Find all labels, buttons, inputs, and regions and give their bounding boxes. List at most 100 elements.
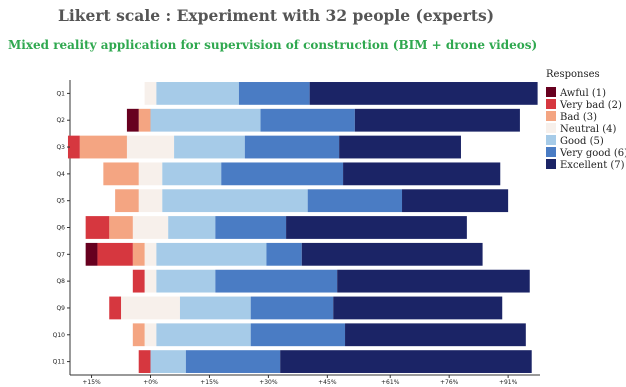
bar-q8-very-bad-2 [132, 269, 145, 293]
bar-q1-good-5 [156, 82, 239, 105]
bar-q4-neutral-4 [138, 162, 151, 186]
legend-label: Awful (1) [559, 88, 606, 99]
legend-title: Responses [546, 69, 600, 80]
bar-q1-excellent-7 [309, 82, 538, 105]
bar-q2-excellent-7 [354, 108, 520, 132]
y-tick-label: Q5 [56, 198, 65, 205]
legend-label: Very good (6) [559, 148, 626, 159]
bar-q10-neutral-4 [144, 323, 151, 347]
bar-q6-good-5 [168, 216, 216, 239]
bar-q3-very-bad-2 [67, 135, 80, 159]
legend-swatch [546, 159, 556, 169]
bar-q9-neutral-4 [121, 296, 151, 320]
y-tick-label: Q2 [56, 117, 65, 124]
bar-q2-good-5 [150, 108, 261, 132]
legend-swatch [546, 99, 556, 109]
bar-q11-excellent-7 [280, 350, 532, 373]
bar-q7-very-bad-2 [97, 242, 133, 266]
bar-q3-excellent-7 [339, 135, 461, 159]
bar-q4-neutral-4-right [150, 162, 163, 186]
bar-q7-neutral-4-right [150, 242, 157, 266]
y-tick-label: Q4 [56, 171, 65, 178]
bar-q7-neutral-4 [144, 242, 151, 266]
y-tick-label: Q1 [56, 90, 65, 97]
bar-q6-very-bad-2 [85, 216, 110, 239]
legend-swatch [546, 87, 556, 97]
bar-q9-very-bad-2 [109, 296, 122, 320]
bar-q6-neutral-4 [132, 216, 151, 239]
x-tick-label: +0% [143, 379, 158, 386]
x-tick-label: +15% [200, 379, 219, 386]
y-tick-label: Q3 [56, 144, 65, 151]
bar-q3-neutral-4-right [150, 135, 175, 159]
legend-swatch [546, 123, 556, 133]
x-tick-label: +45% [318, 379, 337, 386]
chart-title: Likert scale : Experiment with 32 people… [58, 6, 495, 25]
bar-q1-neutral-4 [144, 82, 151, 105]
bar-q5-neutral-4 [138, 189, 151, 213]
bar-q8-excellent-7 [337, 269, 530, 293]
bar-q8-very-good-6 [215, 269, 338, 293]
legend-label: Bad (3) [560, 112, 597, 123]
y-tick-label: Q9 [56, 305, 65, 312]
x-tick-label: +91% [499, 379, 518, 386]
x-tick-label: +30% [259, 379, 278, 386]
bar-q7-good-5 [156, 242, 267, 266]
bar-q5-neutral-4-right [150, 189, 163, 213]
bar-q8-neutral-4-right [150, 269, 157, 293]
bar-q10-good-5 [156, 323, 251, 347]
y-tick-label: Q11 [53, 359, 66, 366]
bar-q3-very-good-6 [244, 135, 340, 159]
y-tick-label: Q10 [53, 332, 66, 339]
y-tick-label: Q7 [56, 251, 65, 258]
bar-q10-excellent-7 [345, 323, 526, 347]
legend-label: Good (5) [560, 136, 604, 147]
bar-q2-bad-3 [138, 108, 151, 132]
bar-q10-very-good-6 [250, 323, 346, 347]
y-tick-label: Q6 [56, 225, 65, 232]
bar-q11-good-5 [150, 350, 186, 373]
bar-q7-very-good-6 [266, 242, 302, 266]
bar-q7-awful-1 [85, 242, 98, 266]
bar-q3-good-5 [174, 135, 245, 159]
bar-q9-good-5 [179, 296, 251, 320]
bar-q9-excellent-7 [333, 296, 503, 320]
bar-q5-very-good-6 [307, 189, 403, 213]
bar-q5-bad-3 [115, 189, 139, 213]
bar-q6-neutral-4-right [150, 216, 169, 239]
legend-label: Very bad (2) [559, 100, 622, 111]
bar-q10-neutral-4-right [150, 323, 157, 347]
bar-q8-good-5 [156, 269, 216, 293]
bar-q9-neutral-4-right [150, 296, 180, 320]
bar-q6-very-good-6 [215, 216, 287, 239]
bar-q5-good-5 [162, 189, 308, 213]
y-tick-label: Q8 [56, 278, 65, 285]
legend-label: Excellent (7) [560, 160, 625, 171]
bar-q3-bad-3 [79, 135, 127, 159]
legend-label: Neutral (4) [560, 124, 617, 135]
legend-swatch [546, 111, 556, 121]
legend-swatch [546, 147, 556, 157]
bar-q4-bad-3 [103, 162, 139, 186]
bar-q4-very-good-6 [221, 162, 344, 186]
x-tick-label: +76% [440, 379, 459, 386]
x-tick-label: +15% [82, 379, 101, 386]
bar-q10-bad-3 [132, 323, 145, 347]
bar-q8-neutral-4 [144, 269, 151, 293]
bar-q6-excellent-7 [286, 216, 467, 239]
bar-q11-very-good-6 [185, 350, 281, 373]
bar-q11-very-bad-2 [138, 350, 151, 373]
bar-q6-bad-3 [109, 216, 133, 239]
bar-q7-excellent-7 [301, 242, 483, 266]
bar-q4-excellent-7 [343, 162, 501, 186]
bar-q1-very-good-6 [238, 82, 310, 105]
bar-q1-neutral-4-right [150, 82, 157, 105]
bar-q2-awful-1 [126, 108, 139, 132]
bar-q7-bad-3 [132, 242, 145, 266]
bar-q4-good-5 [162, 162, 222, 186]
bar-q3-neutral-4 [126, 135, 151, 159]
bar-q2-very-good-6 [260, 108, 355, 132]
bar-q5-excellent-7 [402, 189, 509, 213]
legend-swatch [546, 135, 556, 145]
